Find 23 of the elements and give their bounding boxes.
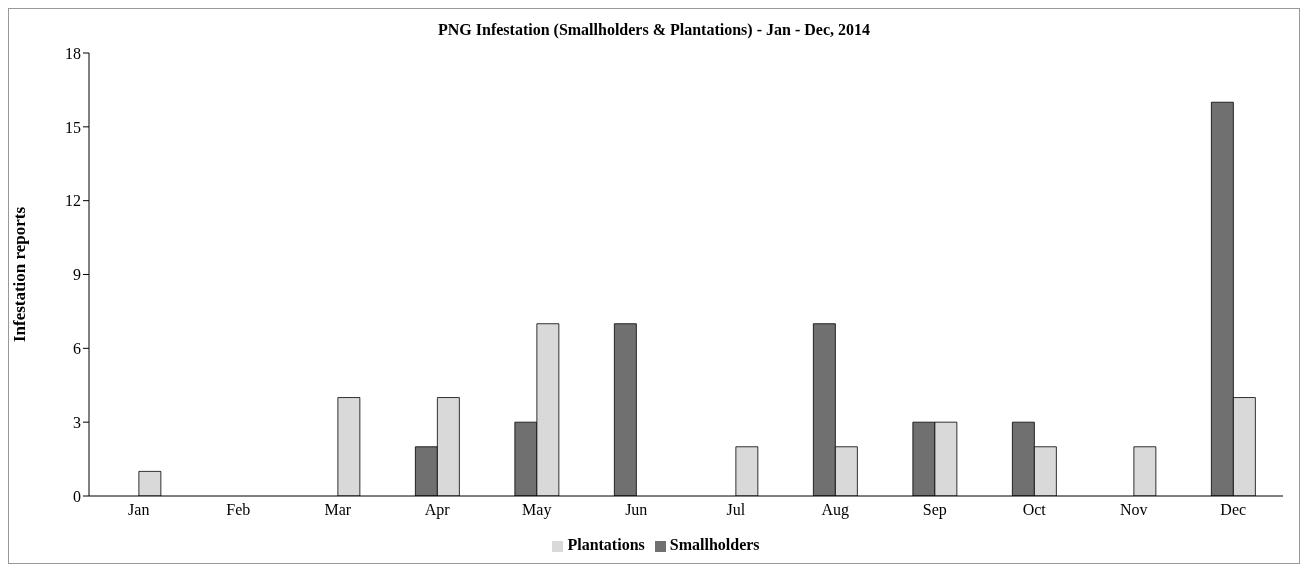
x-tick-label: May [522,501,552,520]
y-tick-label: 15 [65,118,81,136]
y-tick-label: 6 [73,340,81,358]
y-tick-label: 3 [73,413,81,431]
x-tick-label: Jun [625,501,648,519]
x-tick-label: Mar [324,501,352,519]
x-tick-label: Oct [1022,501,1047,519]
x-tick-label: Sep [922,501,947,520]
y-tick-label: 0 [73,487,81,505]
y-tick-label: 12 [65,192,81,210]
y-tick-label: 18 [65,44,81,62]
legend-label: Plantations [567,536,645,553]
x-tick-label: Feb [226,501,251,519]
x-tick-label: Aug [821,501,850,520]
x-tick-label: Nov [1119,501,1148,519]
legend-label: Smallholders [669,536,760,553]
x-tick-label: Apr [424,501,451,520]
x-tick-label: Jan [128,501,150,519]
x-tick-label: Jul [726,501,746,519]
y-axis-title: Infestation reports [10,206,30,343]
x-tick-label: Dec [1220,501,1247,519]
chart-title: PNG Infestation (Smallholders & Plantations) - Jan - Dec, 2014 [437,21,871,39]
y-tick-label: 9 [73,266,81,284]
